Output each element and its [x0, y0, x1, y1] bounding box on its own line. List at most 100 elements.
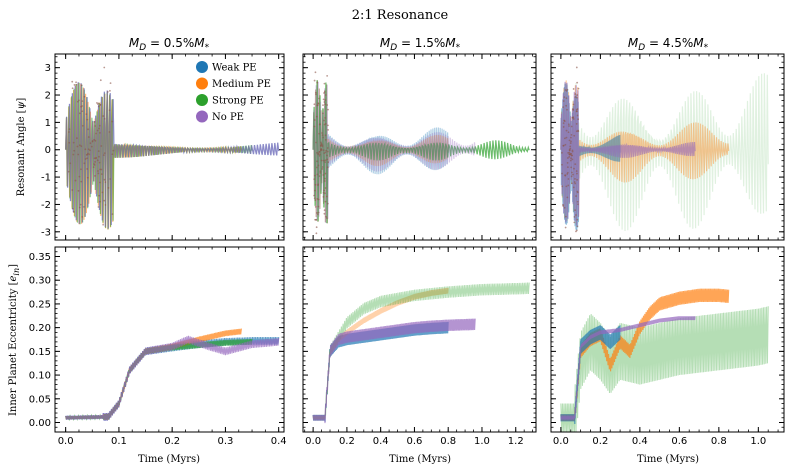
- angle-series-medium: [560, 80, 730, 225]
- angle-plot-area-1: [312, 71, 530, 235]
- angle-overlap-point: [323, 180, 326, 182]
- angle-overlap-point: [564, 174, 567, 177]
- angle-overlap-point: [570, 140, 572, 143]
- legend-marker-weak: [196, 61, 208, 73]
- angle-overlap-point: [565, 129, 568, 132]
- angle-overlap-point: [76, 145, 79, 148]
- angle-overlap-point: [313, 194, 316, 197]
- angle-overlap-point: [324, 192, 326, 195]
- angle-overlap-point: [99, 103, 102, 106]
- angle-overlap-point: [577, 118, 580, 121]
- angle-overlap-point: [112, 149, 115, 152]
- column-title-2: MD = 4.5%M*: [628, 36, 709, 53]
- angle-overlap-point: [564, 137, 566, 140]
- ecc-panel-0-y-tick-label: 0.35: [29, 252, 51, 263]
- angle-overlap-point: [575, 110, 578, 113]
- angle-overlap-point: [108, 109, 111, 112]
- ecc-panel-1-x-tick-label: 0.4: [373, 436, 389, 447]
- ecc-series-strong: [312, 282, 530, 421]
- angle-overlap-point: [103, 117, 106, 120]
- angle-overlap-point: [576, 81, 579, 84]
- ecc-panel-0-x-tick-label: 0.2: [164, 436, 180, 447]
- angle-overlap-point: [103, 66, 106, 69]
- angle-overlap-point: [323, 101, 326, 103]
- ecc-panel-0-x-tick-label: 0.1: [111, 436, 127, 447]
- angle-overlap-point: [572, 173, 574, 176]
- angle-overlap-point: [315, 212, 318, 214]
- angle-overlap-point: [94, 161, 96, 163]
- ecc-series-strong: [560, 306, 769, 432]
- angle-overlap-point: [574, 93, 577, 95]
- angle-overlap-point: [94, 139, 97, 142]
- angle-overlap-point: [91, 140, 94, 142]
- angle-overlap-point: [570, 125, 573, 128]
- legend: Weak PE Medium PE Strong PE No PE: [196, 61, 271, 123]
- angle-overlap-point: [101, 191, 104, 194]
- angle-overlap-point: [93, 138, 96, 141]
- angle-overlap-point: [69, 162, 72, 165]
- angle-overlap-point: [573, 134, 576, 137]
- angle-overlap-point: [324, 177, 326, 180]
- angle-overlap-point: [564, 143, 567, 146]
- x-axis-label-2: Time (Myrs): [637, 454, 699, 465]
- angle-overlap-scatter: [560, 66, 580, 233]
- angle-overlap-point: [316, 151, 318, 154]
- angle-overlap-point: [568, 149, 571, 151]
- angle-overlap-point: [322, 136, 325, 139]
- angle-overlap-point: [86, 168, 89, 170]
- angle-overlap-point: [572, 103, 575, 106]
- angle-overlap-point: [97, 172, 100, 175]
- angle-overlap-point: [577, 130, 580, 133]
- angle-overlap-point: [76, 137, 78, 139]
- angle-overlap-point: [315, 115, 318, 118]
- angle-overlap-point: [90, 145, 93, 148]
- angle-overlap-point: [326, 104, 329, 106]
- angle-overlap-point: [564, 226, 567, 229]
- angle-overlap-point: [568, 139, 571, 142]
- angle-overlap-point: [325, 217, 328, 220]
- angle-series-strong: [560, 73, 769, 232]
- angle-overlap-point: [71, 189, 74, 191]
- angle-overlap-point: [327, 161, 330, 164]
- angle-overlap-point: [573, 221, 576, 224]
- angle-overlap-point: [324, 116, 327, 119]
- angle-overlap-point: [324, 200, 327, 203]
- angle-series-none: [312, 81, 476, 223]
- ecc-panel-0-x-tick-label: 0.4: [271, 436, 287, 447]
- angle-overlap-point: [313, 103, 316, 106]
- title-value: = 1.5%: [397, 36, 445, 50]
- angle-overlap-point: [68, 141, 71, 144]
- ecc-plot-area-1: [312, 282, 530, 424]
- angle-overlap-point: [98, 155, 100, 158]
- angle-overlap-point: [68, 128, 71, 131]
- angle-overlap-point: [317, 184, 319, 187]
- angle-overlap-point: [575, 96, 578, 99]
- angle-overlap-point: [99, 181, 101, 184]
- angle-overlap-point: [567, 178, 570, 180]
- angle-overlap-point: [566, 166, 569, 169]
- angle-overlap-point: [571, 154, 573, 157]
- angle-overlap-point: [67, 170, 70, 173]
- ecc-panel-2-x-tick-label: 0.4: [632, 436, 648, 447]
- angle-overlap-point: [569, 145, 572, 148]
- angle-overlap-point: [574, 209, 577, 211]
- angle-overlap-point: [103, 152, 106, 155]
- angle-overlap-point: [320, 141, 322, 144]
- angle-panel-0-y-tick-label: -2: [41, 200, 51, 211]
- ecc-panel-0-x-tick-label: 0.0: [58, 436, 74, 447]
- ecc-panel-0-y-tick-label: 0.20: [29, 323, 51, 334]
- angle-overlap-point: [96, 102, 98, 104]
- angle-overlap-point: [560, 151, 563, 154]
- angle-overlap-point: [317, 164, 320, 167]
- angle-overlap-point: [109, 89, 111, 92]
- angle-overlap-point: [323, 82, 326, 85]
- angle-overlap-point: [316, 173, 319, 176]
- angle-overlap-point: [565, 185, 568, 188]
- angle-overlap-point: [321, 134, 324, 137]
- ecc-panel-1-frame: [302, 246, 537, 433]
- angle-overlap-point: [317, 211, 320, 214]
- angle-overlap-point: [563, 119, 566, 122]
- angle-overlap-point: [313, 79, 316, 82]
- ecc-series-medium: [312, 287, 449, 420]
- angle-overlap-point: [106, 91, 109, 93]
